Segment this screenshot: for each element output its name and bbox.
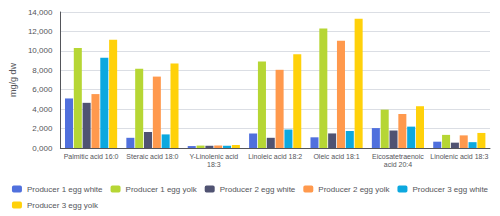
svg-text:6,000: 6,000 [32,85,53,94]
svg-text:4,000: 4,000 [32,105,53,114]
svg-text:Producer 1 egg white: Producer 1 egg white [27,185,103,194]
svg-text:Oleic acid 18:1: Oleic acid 18:1 [313,153,359,160]
svg-text:Producer 3 egg yolk: Producer 3 egg yolk [27,201,99,210]
svg-text:18:3: 18:3 [207,161,221,168]
svg-text:Linoleic acid 18:2: Linoleic acid 18:2 [248,153,302,160]
svg-text:Producer 3 egg white: Producer 3 egg white [412,185,488,194]
svg-text:mg/g dw: mg/g dw [8,62,18,97]
svg-text:Producer 2 egg white: Producer 2 egg white [220,185,296,194]
svg-text:14,000: 14,000 [28,8,53,17]
svg-text:12,000: 12,000 [28,27,53,36]
svg-text:Producer 2 egg yolk: Producer 2 egg yolk [318,185,390,194]
svg-text:acid 20:4: acid 20:4 [384,161,413,168]
svg-text:Producer 1 egg yolk: Producer 1 egg yolk [126,185,198,194]
svg-text:8,000: 8,000 [32,66,53,75]
svg-text:10,000: 10,000 [28,46,53,55]
svg-text:0,000: 0,000 [32,144,53,153]
svg-text:Steraic acid 18:0: Steraic acid 18:0 [126,153,178,160]
svg-text:Eicosatetraenoic: Eicosatetraenoic [372,153,424,160]
svg-text:Y-Linolenic acid: Y-Linolenic acid [189,153,238,160]
svg-text:Linolenic acid 18:3: Linolenic acid 18:3 [430,153,488,160]
svg-text:2,000: 2,000 [32,124,53,133]
svg-text:Palmitic acid 16:0: Palmitic acid 16:0 [64,153,119,160]
